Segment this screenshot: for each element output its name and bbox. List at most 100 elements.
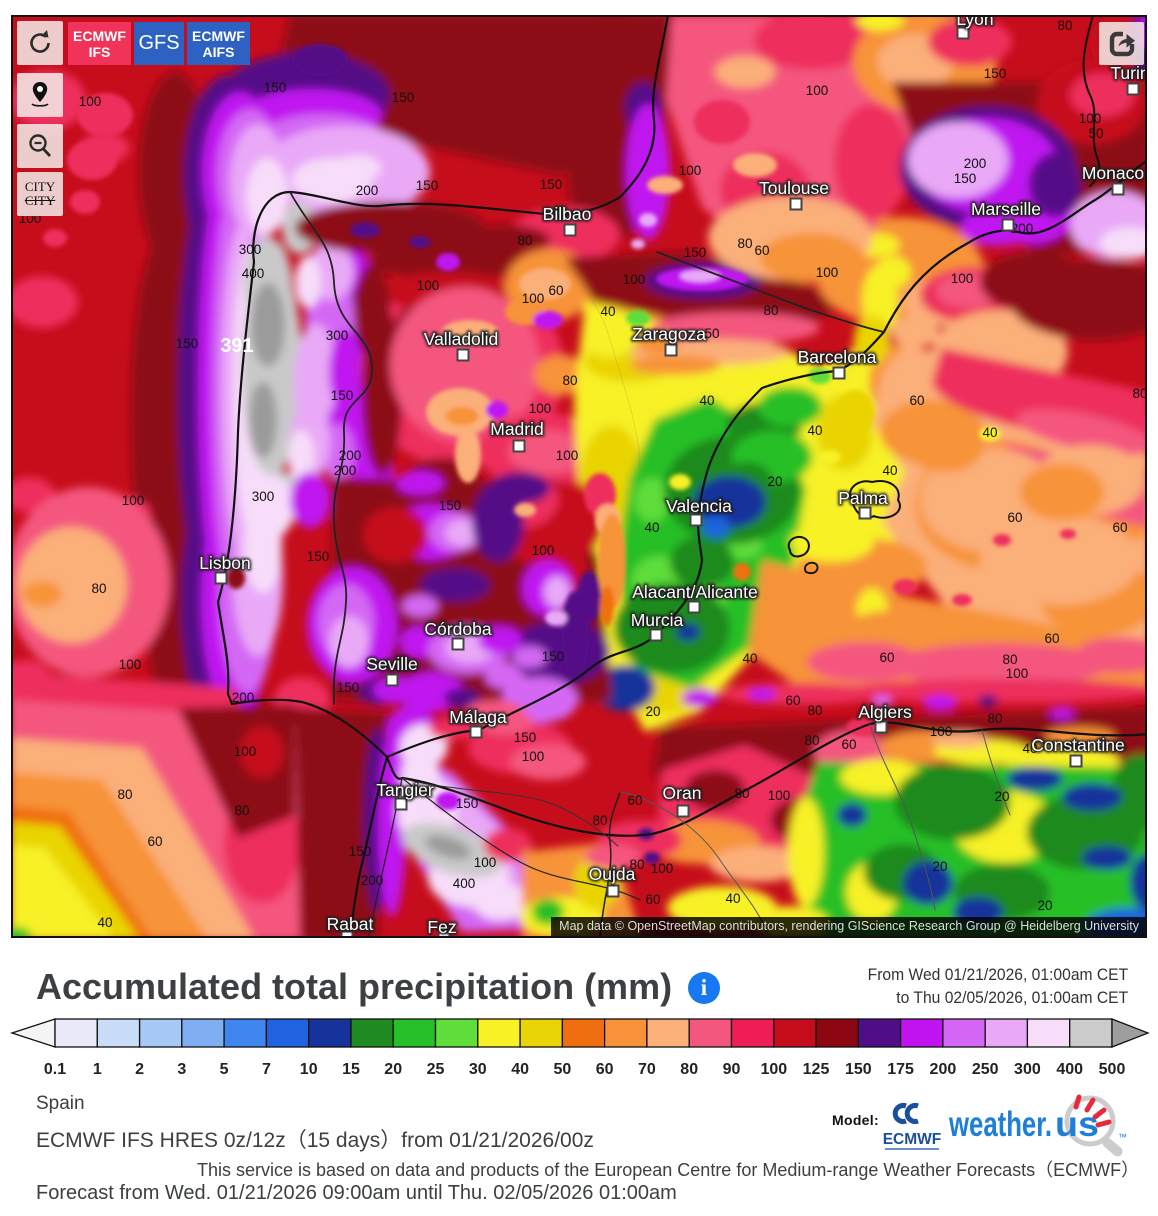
svg-text:Lyon: Lyon bbox=[956, 17, 993, 29]
svg-text:Barcelona: Barcelona bbox=[798, 347, 877, 367]
svg-text:Turin: Turin bbox=[1110, 63, 1145, 83]
svg-text:Turin: Turin bbox=[1110, 63, 1145, 83]
svg-text:Rabat: Rabat bbox=[327, 914, 374, 934]
svg-text:Toulouse: Toulouse bbox=[759, 178, 829, 198]
svg-text:100: 100 bbox=[119, 657, 142, 672]
svg-text:Tangier: Tangier bbox=[376, 780, 434, 800]
svg-text:400: 400 bbox=[1056, 1061, 1083, 1078]
svg-text:60: 60 bbox=[841, 737, 856, 752]
svg-text:60: 60 bbox=[596, 1061, 614, 1078]
svg-text:150: 150 bbox=[514, 730, 537, 745]
svg-text:40: 40 bbox=[600, 304, 615, 319]
svg-text:3: 3 bbox=[177, 1061, 186, 1078]
svg-text:40: 40 bbox=[982, 425, 997, 440]
svg-text:150: 150 bbox=[954, 171, 977, 186]
svg-text:Algiers: Algiers bbox=[858, 702, 912, 722]
svg-text:100: 100 bbox=[522, 749, 545, 764]
svg-text:60: 60 bbox=[147, 834, 162, 849]
svg-text:Algiers: Algiers bbox=[858, 702, 912, 722]
svg-text:150: 150 bbox=[176, 336, 199, 351]
svg-text:60: 60 bbox=[879, 650, 894, 665]
svg-text:100: 100 bbox=[122, 493, 145, 508]
svg-text:™: ™ bbox=[1118, 1132, 1127, 1142]
svg-text:Málaga: Málaga bbox=[449, 707, 507, 727]
svg-text:100: 100 bbox=[651, 861, 674, 876]
svg-text:20: 20 bbox=[932, 859, 947, 874]
svg-text:400: 400 bbox=[453, 876, 476, 891]
svg-text:Lisbon: Lisbon bbox=[199, 553, 251, 573]
svg-text:Oran: Oran bbox=[663, 783, 702, 803]
svg-text:300: 300 bbox=[1014, 1061, 1041, 1078]
svg-text:Lisbon: Lisbon bbox=[199, 553, 251, 573]
svg-text:100: 100 bbox=[930, 724, 953, 739]
svg-text:Seville: Seville bbox=[366, 654, 418, 674]
svg-text:150: 150 bbox=[307, 549, 330, 564]
svg-text:150: 150 bbox=[331, 388, 354, 403]
svg-text:100: 100 bbox=[1079, 111, 1102, 126]
svg-text:15: 15 bbox=[342, 1061, 360, 1078]
svg-text:60: 60 bbox=[785, 693, 800, 708]
svg-text:Lyon: Lyon bbox=[956, 17, 993, 29]
svg-text:Constantine: Constantine bbox=[1031, 735, 1124, 755]
svg-text:150: 150 bbox=[264, 80, 287, 95]
svg-text:50: 50 bbox=[1088, 126, 1103, 141]
svg-text:Córdoba: Córdoba bbox=[424, 619, 491, 639]
svg-text:100: 100 bbox=[816, 265, 839, 280]
svg-text:100: 100 bbox=[417, 278, 440, 293]
svg-text:Madrid: Madrid bbox=[490, 419, 544, 439]
svg-text:40: 40 bbox=[511, 1061, 529, 1078]
svg-text:100: 100 bbox=[474, 855, 497, 870]
svg-text:150: 150 bbox=[456, 796, 479, 811]
svg-text:200: 200 bbox=[1011, 221, 1034, 236]
svg-text:Bilbao: Bilbao bbox=[543, 204, 592, 224]
svg-text:80: 80 bbox=[680, 1061, 698, 1078]
svg-text:Valencia: Valencia bbox=[666, 496, 732, 516]
svg-text:ECMWF: ECMWF bbox=[883, 1131, 942, 1148]
svg-text:100: 100 bbox=[234, 744, 257, 759]
svg-text:80: 80 bbox=[763, 303, 778, 318]
svg-text:100: 100 bbox=[522, 291, 545, 306]
svg-text:150: 150 bbox=[984, 66, 1007, 81]
svg-text:Oujda: Oujda bbox=[589, 864, 636, 884]
svg-text:us: us bbox=[1055, 1105, 1099, 1144]
svg-text:5: 5 bbox=[220, 1061, 229, 1078]
svg-text:60: 60 bbox=[909, 393, 924, 408]
svg-text:20: 20 bbox=[645, 704, 660, 719]
svg-text:80: 80 bbox=[734, 786, 749, 801]
svg-text:391: 391 bbox=[220, 335, 253, 357]
svg-text:200: 200 bbox=[930, 1061, 957, 1078]
svg-text:40: 40 bbox=[644, 520, 659, 535]
svg-text:100: 100 bbox=[623, 272, 646, 287]
svg-text:40: 40 bbox=[882, 463, 897, 478]
svg-text:80: 80 bbox=[234, 803, 249, 818]
svg-text:Toulouse: Toulouse bbox=[759, 178, 829, 198]
svg-text:150: 150 bbox=[540, 177, 563, 192]
svg-text:150: 150 bbox=[845, 1061, 872, 1078]
svg-text:Constantine: Constantine bbox=[1031, 735, 1124, 755]
svg-text:Murcia: Murcia bbox=[631, 610, 684, 630]
svg-text:Seville: Seville bbox=[366, 654, 418, 674]
svg-text:Tangier: Tangier bbox=[376, 780, 434, 800]
svg-text:100: 100 bbox=[79, 94, 102, 109]
svg-text:40: 40 bbox=[699, 393, 714, 408]
svg-text:100: 100 bbox=[679, 163, 702, 178]
svg-text:200: 200 bbox=[356, 183, 379, 198]
svg-text:300: 300 bbox=[252, 489, 275, 504]
svg-text:Valladolid: Valladolid bbox=[424, 329, 499, 349]
svg-text:125: 125 bbox=[803, 1061, 830, 1078]
svg-text:100: 100 bbox=[951, 271, 974, 286]
svg-text:Alacant/Alicante: Alacant/Alicante bbox=[632, 582, 758, 602]
svg-text:20: 20 bbox=[1037, 898, 1052, 913]
svg-text:500: 500 bbox=[1099, 1061, 1126, 1078]
svg-text:80: 80 bbox=[1132, 386, 1145, 401]
svg-text:Madrid: Madrid bbox=[490, 419, 544, 439]
svg-text:Marseille: Marseille bbox=[971, 199, 1041, 219]
svg-text:Palma: Palma bbox=[838, 488, 888, 508]
svg-text:20: 20 bbox=[767, 474, 782, 489]
svg-text:80: 80 bbox=[1057, 18, 1072, 33]
svg-text:Zaragoza: Zaragoza bbox=[632, 324, 706, 344]
svg-text:80: 80 bbox=[517, 233, 532, 248]
svg-text:100: 100 bbox=[760, 1061, 787, 1078]
svg-text:40: 40 bbox=[742, 651, 757, 666]
svg-text:80: 80 bbox=[987, 711, 1002, 726]
